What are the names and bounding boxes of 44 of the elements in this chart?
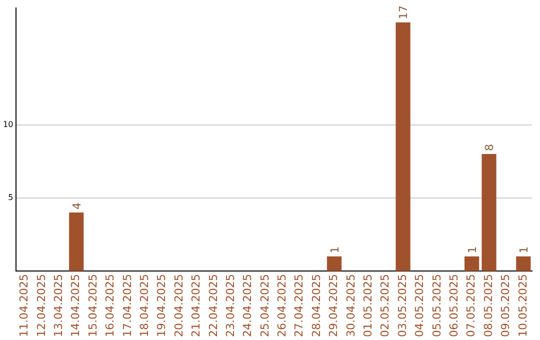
x-tick-label: 12.04.2025 xyxy=(34,274,48,338)
x-tick-label: 07.05.2025 xyxy=(464,274,478,338)
data-label: 4 xyxy=(70,202,84,210)
x-tick-label: 29.04.2025 xyxy=(327,274,340,338)
bar xyxy=(396,22,410,272)
data-label: 1 xyxy=(328,246,342,254)
x-tick-label: 21.04.2025 xyxy=(190,274,203,338)
x-tick-label: 15.04.2025 xyxy=(86,274,100,338)
x-tick-label: 16.04.2025 xyxy=(104,274,117,338)
x-tick-label: 10.05.2025 xyxy=(516,274,530,338)
x-tick-label: 13.04.2025 xyxy=(52,274,66,338)
data-label: 8 xyxy=(483,144,496,152)
y-tick-label: 5 xyxy=(8,192,14,202)
x-tick-label: 27.04.2025 xyxy=(292,274,306,338)
x-tick-label: 11.04.2025 xyxy=(18,274,31,338)
x-tick-label: 19.04.2025 xyxy=(155,274,168,338)
x-tick-label: 04.05.2025 xyxy=(413,274,426,338)
bar xyxy=(326,256,342,272)
bar xyxy=(69,212,84,272)
x-tick-label: 05.05.2025 xyxy=(430,274,444,338)
x-tick-label: 03.05.2025 xyxy=(396,274,409,338)
x-tick-label: 24.04.2025 xyxy=(241,274,254,338)
x-tick-label: 20.04.2025 xyxy=(172,274,186,338)
x-tick-label: 09.05.2025 xyxy=(499,274,512,338)
x-tick-label: 30.04.2025 xyxy=(344,274,358,338)
bar xyxy=(464,256,480,272)
data-label: 1 xyxy=(466,246,479,254)
y-tick-label: 10 xyxy=(2,120,14,129)
x-tick-label: 14.04.2025 xyxy=(69,274,82,338)
x-tick-label: 02.05.2025 xyxy=(378,274,392,338)
bar xyxy=(516,256,531,272)
x-tick-label: 06.05.2025 xyxy=(447,274,460,338)
x-tick-label: 23.04.2025 xyxy=(224,274,237,338)
x-tick-label: 01.05.2025 xyxy=(362,274,375,338)
x-tick-label: 08.05.2025 xyxy=(482,274,495,338)
x-tick-label: 25.04.2025 xyxy=(258,274,272,338)
x-tick-label: 18.04.2025 xyxy=(138,274,151,338)
bar xyxy=(482,154,496,272)
data-label: 1 xyxy=(517,246,530,254)
x-tick-label: 17.04.2025 xyxy=(120,274,134,338)
x-tick-label: 28.04.2025 xyxy=(310,274,323,338)
data-label: 17 xyxy=(397,5,410,20)
x-tick-label: 26.04.2025 xyxy=(276,274,289,338)
x-tick-label: 22.04.2025 xyxy=(206,274,220,338)
